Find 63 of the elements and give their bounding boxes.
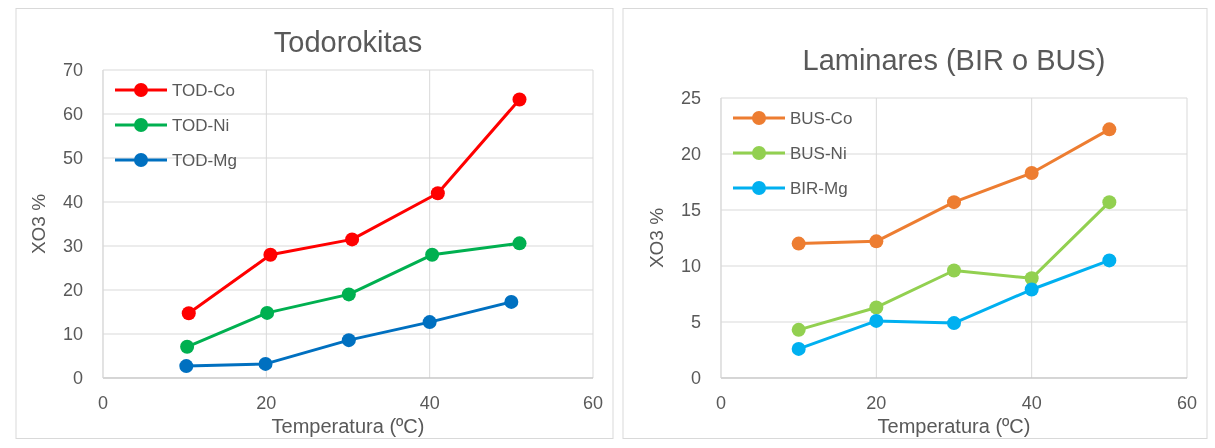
y-tick-label: 10 [62,324,83,344]
point [512,92,527,107]
x-tick-label: 20 [866,393,887,413]
point [869,313,884,328]
point [345,232,360,247]
x-tick-label: 0 [97,393,109,413]
point [1024,282,1039,297]
x-tick-label: 20 [256,393,277,413]
y-tick-label: 40 [62,192,83,212]
legend-label: TOD-Mg [172,151,237,170]
point [430,186,445,201]
x-axis-title: Temperatura (ºC) [877,415,1031,437]
x-tick-label: 60 [582,393,604,413]
point [1102,253,1117,268]
point [869,234,884,249]
legend-label: BUS-Ni [790,144,847,163]
point [791,341,806,356]
point [263,247,278,262]
y-tick-label: 15 [680,200,701,220]
point [422,315,437,330]
point [947,263,961,278]
x-tick-label: 40 [1021,393,1042,413]
point [260,305,275,320]
y-tick-label: 50 [62,148,83,168]
y-tick-label: 20 [62,280,83,300]
point [180,339,195,354]
y-tick-label: 5 [690,312,701,332]
point [947,195,961,210]
x-tick-label: 60 [1176,393,1198,413]
chart-title: Laminares (BIR o BUS) [802,44,1106,76]
point [181,306,196,321]
x-tick-label: 40 [419,393,440,413]
y-axis-title: XO3 % [646,207,667,269]
point [1102,122,1117,137]
point [791,322,806,337]
point [1102,195,1117,210]
y-tick-label: 70 [62,60,83,80]
y-tick-label: 25 [680,88,701,108]
y-axis-title: XO3 % [28,193,49,255]
point [947,316,961,331]
point [341,333,356,348]
y-tick-label: 10 [680,256,701,276]
x-tick-label: 0 [715,393,727,413]
point [341,287,356,302]
y-tick-label: 0 [690,368,701,388]
point [869,300,884,315]
y-tick-label: 30 [62,236,83,256]
y-tick-label: 60 [62,104,83,124]
legend-label: BIR-Mg [790,179,848,198]
chart-title: Todorokitas [273,26,423,58]
y-tick-label: 0 [72,368,83,388]
point [504,294,519,309]
point [258,356,273,371]
x-axis-title: Temperatura (ºC) [271,415,425,437]
point [512,236,527,251]
legend-label: TOD-Co [172,81,235,100]
point [425,247,440,262]
legend-label: BUS-Co [790,109,853,128]
point [179,359,194,374]
y-tick-label: 20 [680,144,701,164]
legend-label: TOD-Ni [172,116,230,135]
point [791,236,806,251]
point [1024,166,1039,181]
